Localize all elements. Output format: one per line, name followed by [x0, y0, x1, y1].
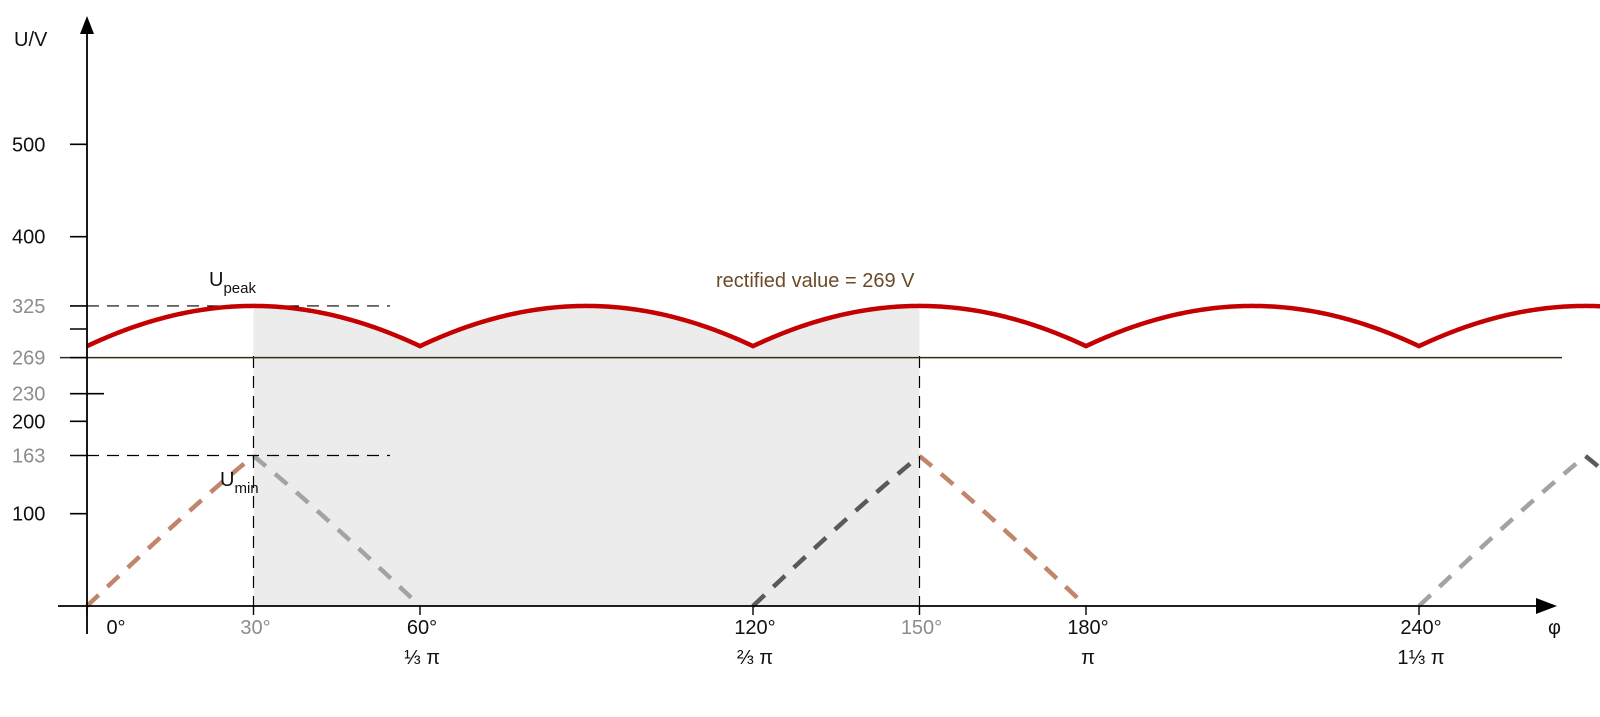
x-axis-arrow [1536, 598, 1557, 614]
umin-main: U [220, 469, 234, 491]
x-tick-label-60: 60° [407, 617, 437, 639]
x-tick-rad-60: ⅓ π [404, 647, 440, 669]
rectified-value-label: rectified value = 269 V [716, 270, 915, 292]
upeak-sub: peak [223, 280, 256, 297]
shaded-interval [253, 305, 920, 606]
rectified-envelope [86, 303, 1600, 349]
upeak-label: Upeak [209, 269, 256, 297]
y-tick-label-269: 269 [12, 348, 45, 370]
y-axis-title: U/V [14, 29, 48, 51]
y-tick-label-200: 200 [12, 411, 45, 433]
dashed-segment-1-1 [1417, 454, 1587, 608]
dashed-segment-0-1 [918, 454, 1088, 608]
y-tick-label-400: 400 [12, 227, 45, 249]
dashed-segment-2-0 [751, 454, 921, 608]
dashed-phase-curves [85, 454, 1600, 608]
x-tick-label-150: 150° [901, 617, 942, 639]
x-tick-rad-240: 1⅓ π [1397, 647, 1444, 669]
y-tick-label-163: 163 [12, 446, 45, 468]
x-tick-rad-120: ⅔ π [737, 647, 773, 669]
y-tick-label-100: 100 [12, 504, 45, 526]
dashed-segment-2-1 [1584, 454, 1600, 471]
dashed-segment-1-0 [252, 454, 422, 608]
y-tick-label-325: 325 [12, 296, 45, 318]
umin-label: Umin [220, 469, 259, 497]
y-tick-label-230: 230 [12, 384, 45, 406]
y-axis-arrow [80, 16, 94, 34]
x-tick-label-180: 180° [1067, 617, 1108, 639]
x-tick-label-30: 30° [240, 617, 270, 639]
y-axis-ticks: 500 400 325 269 230 200 163 100 [12, 134, 104, 526]
umin-sub: min [234, 480, 258, 497]
dashed-segment-0-0 [85, 454, 255, 608]
x-tick-label-0: 0° [106, 617, 125, 639]
x-tick-rad-180: π [1081, 647, 1095, 669]
y-tick-label-500: 500 [12, 134, 45, 156]
x-tick-label-240: 240° [1400, 617, 1441, 639]
upeak-main: U [209, 269, 223, 291]
x-axis-title: φ [1548, 617, 1561, 639]
x-tick-label-120: 120° [734, 617, 775, 639]
